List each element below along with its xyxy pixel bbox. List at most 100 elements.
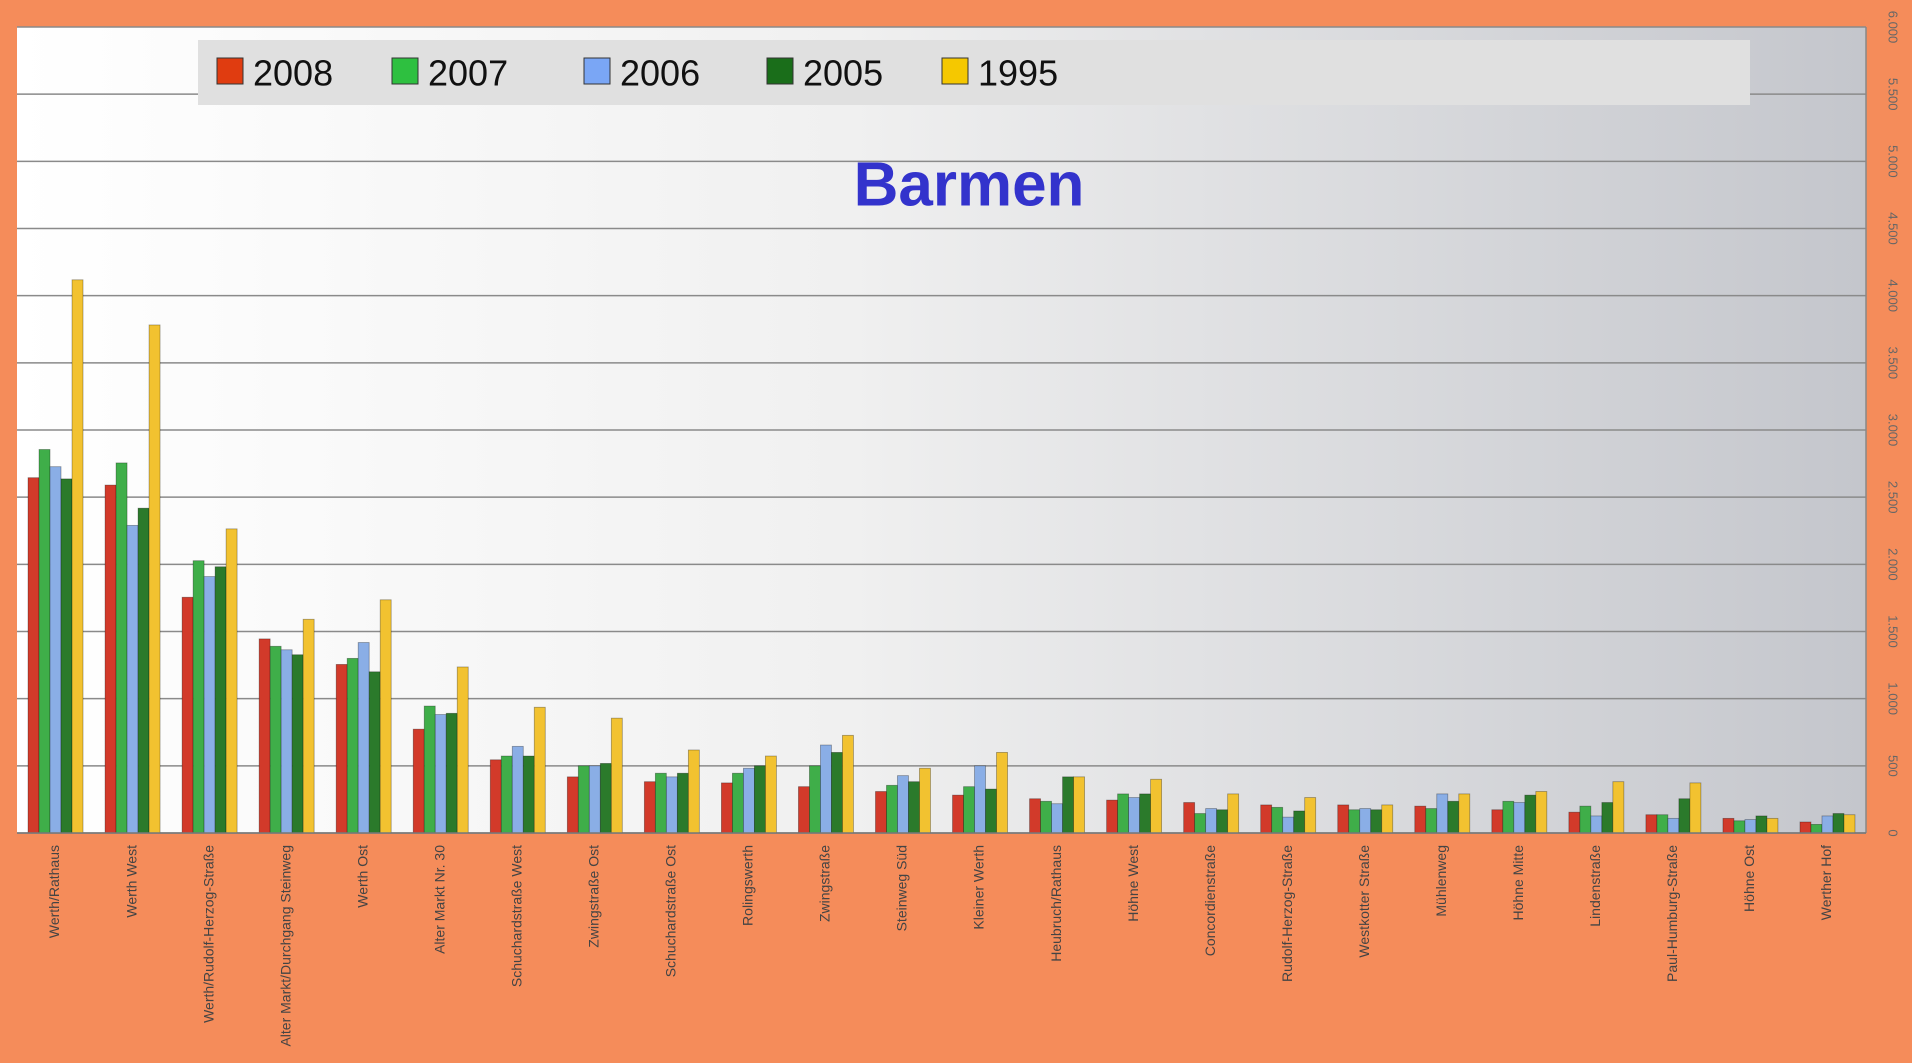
bar [1073, 776, 1085, 834]
bar [192, 560, 205, 834]
x-tick-label: Zwingstraße [817, 845, 833, 922]
bar [1535, 791, 1548, 834]
y-tick-label: 5.500 [1886, 78, 1901, 111]
bar [1106, 799, 1119, 834]
bar [1150, 778, 1163, 834]
legend-label: 2007 [428, 53, 508, 94]
bar [181, 596, 194, 834]
bar [963, 786, 975, 834]
x-tick-label: Lindenstraße [1587, 845, 1603, 927]
y-tick-label: 4.500 [1886, 212, 1901, 245]
bar [203, 576, 216, 834]
bar [137, 507, 150, 834]
bar [1612, 781, 1625, 834]
x-tick-label: Rolingswerth [740, 845, 756, 926]
bar [1062, 776, 1074, 834]
bar [60, 478, 73, 834]
bar [1645, 814, 1658, 834]
bar [665, 776, 678, 834]
chart-title: Barmen [854, 150, 1085, 219]
bar [1656, 814, 1669, 834]
bar [1491, 809, 1504, 834]
bar [1755, 815, 1768, 834]
bar [974, 765, 986, 834]
y-tick-label: 1.000 [1886, 682, 1901, 715]
bar [1128, 797, 1141, 834]
bar [104, 484, 117, 834]
bar [1821, 815, 1834, 834]
x-tick-label: Kleiner Werth [971, 845, 987, 930]
bar [919, 767, 931, 834]
bar [842, 734, 854, 834]
bar [1601, 802, 1614, 834]
bar [1359, 808, 1372, 834]
bar [1458, 793, 1471, 834]
bar [1502, 800, 1515, 834]
bar [291, 654, 304, 834]
x-tick-label: Höhne West [1125, 845, 1141, 922]
bar [1282, 816, 1295, 834]
bar [1799, 821, 1812, 834]
legend [198, 40, 1750, 105]
bar [1139, 793, 1152, 834]
bar [27, 477, 40, 834]
y-tick-label: 3.500 [1886, 347, 1901, 380]
legend-swatch [216, 57, 244, 85]
bar [742, 767, 755, 834]
bar [1227, 793, 1240, 834]
bar [412, 728, 425, 834]
bar [809, 765, 821, 834]
x-tick-label: Werth Ost [354, 845, 370, 908]
bar [115, 462, 128, 834]
bar [1579, 805, 1592, 834]
bar [643, 781, 656, 834]
bar [1414, 805, 1427, 834]
bar [720, 782, 733, 834]
bar [599, 763, 612, 834]
bar [566, 776, 579, 834]
bar [1832, 813, 1845, 834]
bar [610, 717, 623, 834]
bar [1304, 797, 1317, 834]
bar [985, 788, 997, 834]
x-tick-label: Concordienstraße [1202, 845, 1218, 956]
bar [654, 772, 667, 834]
bar [1678, 798, 1691, 834]
bar [489, 759, 502, 834]
bar [1370, 809, 1383, 834]
bar [500, 755, 513, 834]
x-tick-label: Höhne Mitte [1510, 845, 1526, 921]
bar [1381, 804, 1394, 834]
bar [214, 566, 227, 834]
x-tick-label: Werth West [123, 845, 139, 918]
bar [1744, 819, 1757, 834]
x-tick-label: Westkotter Straße [1356, 845, 1372, 958]
bar [897, 775, 909, 834]
x-tick-label: Mühlenweg [1433, 845, 1449, 917]
bar [1733, 820, 1746, 834]
bar [379, 599, 392, 834]
bar [225, 528, 238, 834]
bar [302, 618, 315, 834]
x-tick-label: Werth/Rathaus [46, 845, 62, 938]
y-tick-label: 3.000 [1886, 414, 1901, 447]
bar [687, 749, 700, 834]
legend-swatch [941, 57, 969, 85]
y-tick-label: 2.000 [1886, 548, 1901, 581]
bar [522, 755, 535, 834]
bar [357, 642, 370, 834]
bar [1183, 802, 1196, 834]
bar [1293, 810, 1306, 834]
bar [1689, 782, 1702, 834]
bar [1590, 815, 1603, 834]
bar [1722, 817, 1735, 834]
x-tick-label: Alter Markt Nr. 30 [431, 845, 447, 954]
x-tick-label: Werther Hof [1818, 845, 1834, 920]
legend-swatch [583, 57, 611, 85]
bar [1766, 817, 1779, 834]
bar [1667, 817, 1680, 834]
bar [764, 755, 777, 834]
x-tick-label: Paul-Humburg-Straße [1664, 845, 1680, 982]
bar [1216, 809, 1229, 834]
x-tick-label: Schuchardstraße Ost [663, 845, 679, 977]
